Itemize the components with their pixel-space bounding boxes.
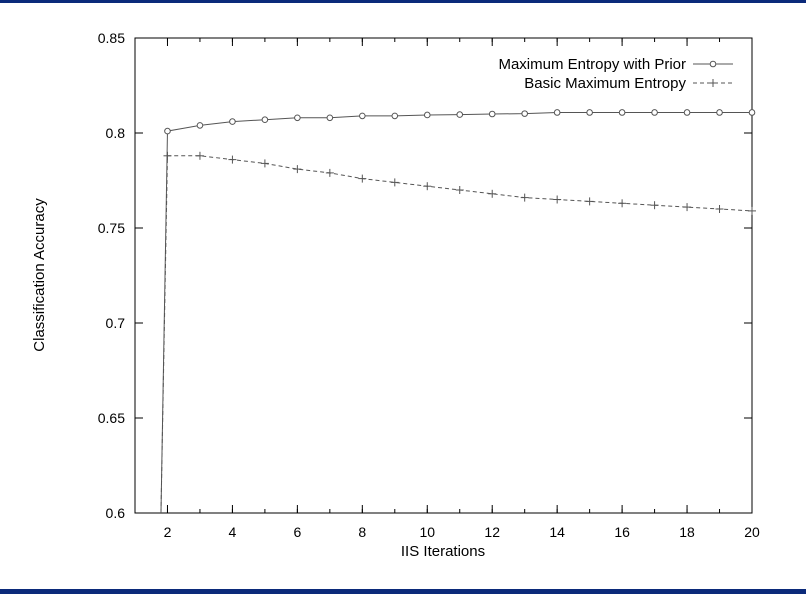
legend-marker-1 [709, 60, 717, 68]
series-1-point [196, 122, 204, 129]
legend-label-1: Maximum Entropy with Prior [498, 56, 686, 73]
series-2-point [715, 205, 724, 213]
x-axis-label: IIS Iterations [401, 543, 485, 560]
y-tick-label: 0.8 [106, 125, 126, 141]
series-2-point [585, 197, 594, 206]
series-1-point [423, 111, 431, 119]
x-tick-label: 10 [419, 524, 435, 540]
series-2-point [683, 203, 692, 212]
y-tick-label: 0.75 [98, 220, 125, 236]
legend-marker-2 [709, 79, 717, 87]
series-layer [160, 109, 756, 514]
series-1-point [164, 127, 171, 135]
series-1-point [586, 109, 593, 116]
legend: Maximum Entropy with Prior Basic Maximum … [498, 56, 733, 92]
x-tick-label: 12 [484, 524, 500, 540]
legend-label-2: Basic Maximum Entropy [524, 75, 686, 92]
series-2-point [293, 165, 302, 174]
series-2-point [358, 174, 367, 183]
series-1-point [521, 110, 528, 117]
series-1-point [359, 112, 366, 120]
series-2-point [618, 199, 627, 208]
series-2-point [195, 151, 204, 160]
series-2-point [488, 189, 497, 198]
plot-frame [134, 37, 753, 514]
series-line-1 [160, 111, 752, 514]
y-axis-label: Classification Accuracy [31, 198, 48, 352]
series-1-point [683, 109, 691, 116]
series-1-point [261, 116, 269, 123]
series-1-point [294, 114, 301, 122]
series-line-2 [160, 155, 753, 514]
series-2-point [163, 151, 172, 160]
series-1-point [716, 109, 723, 116]
x-tick-label: 4 [229, 524, 237, 540]
series-1-point [651, 109, 658, 116]
series-1-point [748, 109, 756, 116]
y-tick-label: 0.65 [98, 410, 125, 426]
series-2-point [423, 182, 432, 191]
x-tick-label: 6 [293, 524, 301, 540]
top-border-bar [0, 0, 806, 3]
series-1-point [553, 109, 561, 116]
x-tick-label: 20 [744, 524, 760, 540]
series-1-point [618, 109, 626, 116]
series-1-point [391, 112, 399, 120]
series-2-point [553, 195, 562, 204]
series-1-point [326, 114, 334, 122]
series-1-point [229, 118, 236, 125]
series-1-point [456, 111, 464, 118]
series-2-point [650, 201, 659, 210]
series-2-point [228, 155, 237, 164]
x-axis-ticks: 2 4 6 8 10 12 14 16 18 20 [134, 38, 760, 540]
series-2-point [390, 178, 399, 187]
series-2-point [325, 168, 334, 177]
x-tick-label: 8 [358, 524, 366, 540]
x-tick-label: 14 [549, 524, 565, 540]
x-tick-label: 2 [164, 524, 172, 540]
y-tick-label: 0.6 [106, 505, 126, 521]
y-tick-label: 0.85 [98, 30, 125, 46]
series-2-point [260, 159, 269, 168]
series-1-point [488, 110, 496, 118]
x-tick-label: 16 [614, 524, 630, 540]
series-2-point [520, 193, 529, 202]
bottom-border-bar [0, 589, 806, 594]
series-2-point [455, 186, 464, 194]
y-tick-label: 0.7 [106, 315, 126, 331]
y-axis-ticks: 0.6 0.65 0.7 0.75 0.8 0.85 [98, 30, 752, 521]
series-2-point [748, 206, 756, 215]
x-tick-label: 18 [679, 524, 695, 540]
